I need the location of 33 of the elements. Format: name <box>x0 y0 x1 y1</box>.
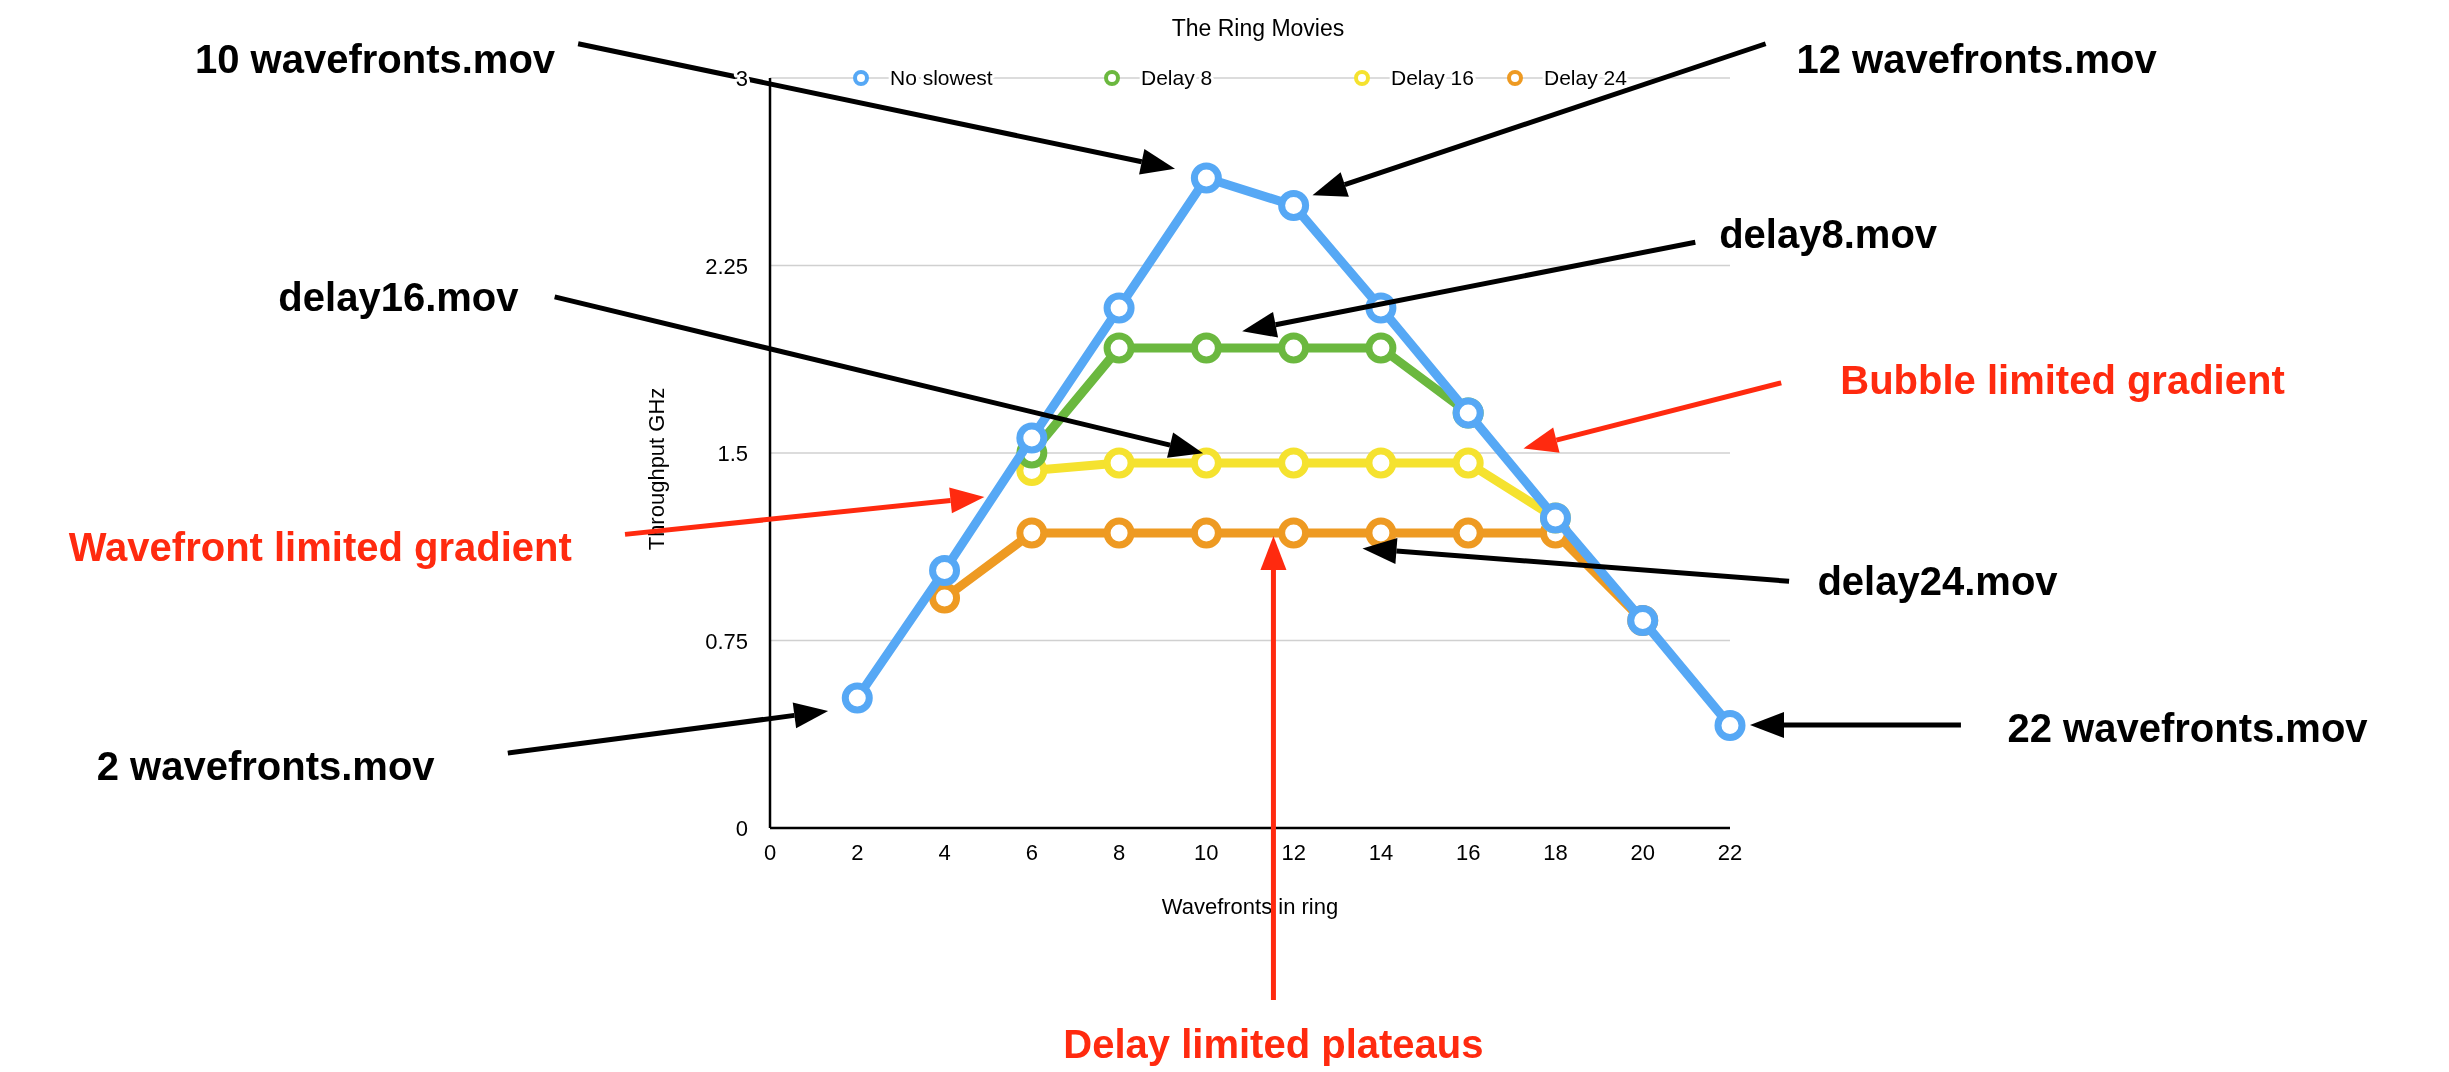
x-tick-label: 16 <box>1455 840 1481 865</box>
x-tick-label: 8 <box>1112 840 1126 865</box>
x-tick-label: 4 <box>938 840 951 865</box>
x-tick-label: 6 <box>1025 840 1038 865</box>
text: 12 wavefronts.mov <box>1796 37 2158 82</box>
text: delay16.mov <box>278 274 520 319</box>
x-axis-title: Wavefronts in ring <box>1161 894 1339 919</box>
legend-label: Delay 16 <box>1391 66 1474 89</box>
text: delay24.mov <box>1817 559 2059 604</box>
text: 2 wavefronts.mov <box>96 743 436 788</box>
x-tick-label: 10 <box>1194 840 1219 865</box>
y-axis-title: Throughput GHz <box>644 387 669 551</box>
x-tick-label: 14 <box>1368 840 1394 865</box>
annotation: delay8.mov <box>1719 212 1938 257</box>
y-tick-label: 1.5 <box>717 441 748 466</box>
x-tick-label: 12 <box>1281 840 1306 865</box>
x-tick-label: 20 <box>1630 840 1655 865</box>
text: Delay limited plateaus <box>1063 1021 1484 1066</box>
x-tick-label: 2 <box>851 840 864 865</box>
legend-label: No slowest <box>890 66 993 89</box>
x-tick-label: 22 <box>1717 840 1743 865</box>
y-tick-label: 0 <box>735 816 748 841</box>
x-tick-label: 0 <box>763 840 777 865</box>
text: Wavefront limited gradient <box>68 524 572 569</box>
y-tick-label: 2.25 <box>705 253 748 279</box>
chart-title: The Ring Movies <box>1171 15 1345 41</box>
text: Bubble limited gradient <box>1840 357 2285 402</box>
text: 22 wavefronts.mov <box>2007 706 2369 751</box>
legend-label: Delay 8 <box>1141 66 1213 89</box>
x-tick-label: 18 <box>1543 840 1568 865</box>
text: 10 wavefronts.mov <box>194 37 556 82</box>
legend-label: Delay 24 <box>1544 66 1628 89</box>
y-tick-label: 0.75 <box>705 628 748 654</box>
